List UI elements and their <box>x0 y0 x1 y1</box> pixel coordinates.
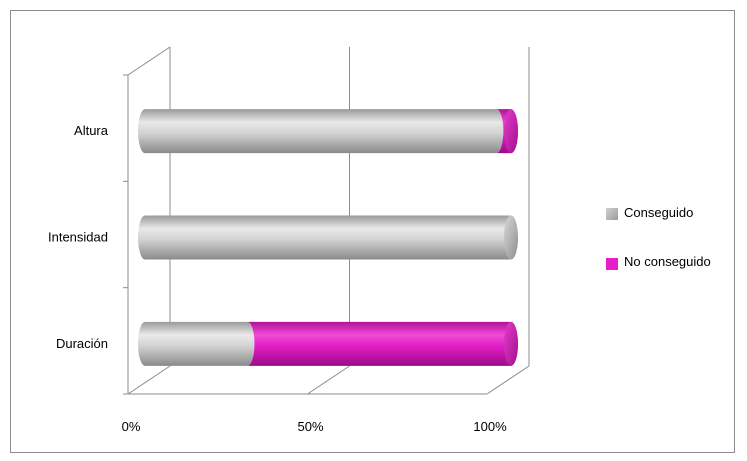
left-wall-top-edge <box>127 46 171 76</box>
bar-conseguido-2 <box>138 109 504 154</box>
bars <box>138 109 518 366</box>
bar-no-conseguido-0 <box>247 321 518 366</box>
y-tick-label-0: Duración <box>56 336 108 351</box>
bar-no-conseguido-0-cap <box>504 321 518 366</box>
bar-conseguido-1-cap <box>504 215 518 260</box>
axis-labels: 0% 50% 100% Duración Intensidad Altura <box>48 123 507 434</box>
x-tick-label-1: 50% <box>297 419 323 434</box>
legend-label-conseguido: Conseguido <box>624 205 693 220</box>
bar-conseguido-1 <box>138 215 518 260</box>
gridline-floor-1 <box>307 365 350 395</box>
legend-label-no-conseguido: No conseguido <box>624 254 711 269</box>
bar-conseguido-0 <box>138 321 255 366</box>
axes <box>123 46 530 395</box>
bar-no-conseguido-2-cap <box>504 109 518 154</box>
y-tick-label-1: Intensidad <box>48 230 108 245</box>
gridline-floor-0 <box>127 365 171 395</box>
y-tick-label-2: Altura <box>74 123 109 138</box>
legend-swatch-no-conseguido <box>606 258 618 270</box>
gridline-floor-2 <box>486 365 530 395</box>
legend: Conseguido No conseguido <box>606 205 711 270</box>
x-tick-label-2: 100% <box>473 419 507 434</box>
legend-swatch-conseguido <box>606 208 618 220</box>
x-tick-label-0: 0% <box>122 419 141 434</box>
